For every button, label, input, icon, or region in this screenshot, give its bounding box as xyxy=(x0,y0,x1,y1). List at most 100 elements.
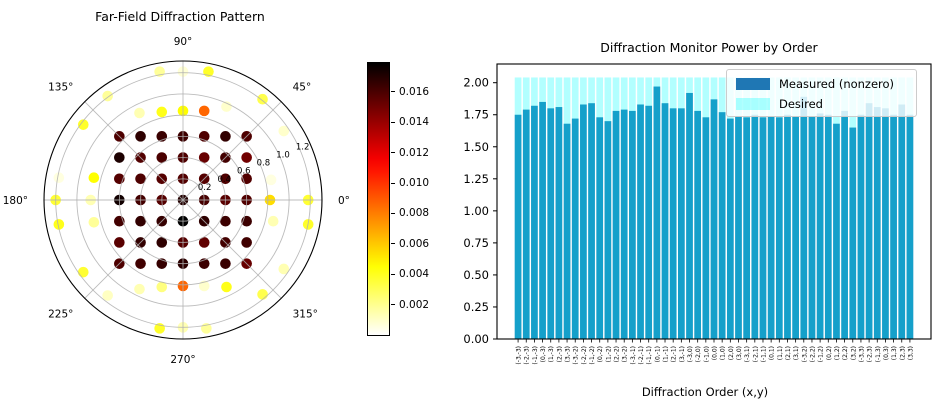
bar-xtick-label: (3,1) xyxy=(793,346,800,360)
bar-xtick-label: (3,-1) xyxy=(679,346,686,362)
bar-measured xyxy=(539,101,546,339)
polar-parasitic-dot xyxy=(77,266,89,278)
colorbar-tick xyxy=(391,91,395,93)
polar-parasitic-dot xyxy=(53,219,65,230)
bar-desired xyxy=(824,77,832,339)
polar-parasitic-dot xyxy=(198,105,210,117)
bar-xtick-label: (2,-2) xyxy=(614,346,621,362)
bar-xtick-label: (-3,2) xyxy=(801,346,808,362)
bar-ytick-label: 0.75 xyxy=(463,236,489,250)
bar-measured xyxy=(792,116,799,339)
bar-xtick-label: (0,-3) xyxy=(540,346,547,362)
bar-xtick-label: (0,-2) xyxy=(597,346,604,362)
bar-xtick-label: (0,-1) xyxy=(654,346,661,362)
bar-ytick-label: 1.75 xyxy=(463,108,489,122)
bar-ytick-label: 0.25 xyxy=(463,300,489,314)
bar-xtick-label: (3,-3) xyxy=(565,346,572,362)
bar-xtick-label: (-3,1) xyxy=(744,346,751,362)
bar-ytick-label: 1.50 xyxy=(463,140,489,154)
legend-swatch-measured xyxy=(736,77,770,90)
legend-swatch-desired xyxy=(736,97,770,110)
bar-desired xyxy=(702,77,710,339)
bar-measured xyxy=(808,116,816,339)
bar-measured xyxy=(604,121,612,340)
polar-order-dot xyxy=(220,215,231,227)
bar-measured xyxy=(833,123,840,339)
bar-xtick-label: (-2,1) xyxy=(752,346,759,362)
polar-theta-label: 180° xyxy=(3,195,28,207)
bar-xtick-label: (2,2) xyxy=(842,346,849,360)
polar-parasitic-dot xyxy=(134,107,145,119)
bar-ytick-label: 2.00 xyxy=(463,76,489,90)
bar-title: Diffraction Monitor Power by Order xyxy=(600,40,818,55)
bar-measured xyxy=(661,103,669,339)
polar-parasitic-dot xyxy=(77,119,89,130)
polar-outline xyxy=(43,60,323,340)
bar-measured xyxy=(906,114,914,339)
bar-measured xyxy=(890,114,897,339)
bar-measured xyxy=(784,114,791,339)
polar-grid-spoke xyxy=(182,101,282,201)
bar-desired xyxy=(743,77,750,339)
bar-ytick-label: 1.00 xyxy=(463,204,489,218)
bar-xtick-label: (-3,0) xyxy=(687,346,694,362)
bar-measured xyxy=(522,109,530,339)
bar-measured xyxy=(612,110,620,339)
bar-measured xyxy=(726,118,734,339)
polar-grid-spoke xyxy=(84,101,184,201)
bar-xtick-label: (2,-1) xyxy=(671,346,678,362)
bar-desired xyxy=(580,77,587,339)
bar-measured xyxy=(849,127,857,340)
bar-desired xyxy=(759,77,767,339)
bar-desired xyxy=(612,77,620,339)
bar-xtick-label: (0,1) xyxy=(769,346,776,360)
bar-desired xyxy=(882,77,889,339)
bar-xtick-label: (-1,1) xyxy=(760,346,767,362)
polar-title: Far-Field Diffraction Pattern xyxy=(95,9,265,24)
polar-parasitic-dot xyxy=(88,172,100,184)
bar-desired xyxy=(792,77,799,339)
bar-measured xyxy=(547,108,555,339)
bar-xtick-label: (3,0) xyxy=(736,346,743,360)
bar-desired xyxy=(718,77,726,339)
bar-desired xyxy=(669,77,677,339)
bar-desired xyxy=(710,77,718,339)
bar-measured xyxy=(645,105,653,339)
polar-parasitic-dot xyxy=(257,289,268,300)
bar-xtick-label: (-2,-3) xyxy=(524,346,531,365)
bar-measured xyxy=(531,105,538,339)
bar-desired xyxy=(694,77,702,339)
polar-r-label: 1.2 xyxy=(296,142,310,152)
bar-xtick-label: (1,0) xyxy=(720,346,727,360)
bar-desired xyxy=(898,77,906,339)
polar-parasitic-dot xyxy=(156,281,168,293)
bar-xtick-label: (-1,3) xyxy=(875,346,882,362)
bar-desired xyxy=(547,77,555,339)
polar-order-dot xyxy=(220,173,231,185)
bar-measured xyxy=(571,118,579,339)
bar-desired xyxy=(841,77,848,339)
bar-xtick-label: (-1,-2) xyxy=(589,346,596,365)
polar-parasitic-dot xyxy=(198,280,210,292)
bar-desired xyxy=(784,77,791,339)
bar-xtick-label: (-2,-2) xyxy=(581,346,588,365)
bar-desired xyxy=(604,77,612,339)
colorbar-tick xyxy=(391,304,395,306)
polar-grid-spoke xyxy=(182,199,282,299)
bar-xtick-label: (2,3) xyxy=(899,346,906,360)
bar-desired xyxy=(816,77,824,339)
bar-xtick-label: (1,-1) xyxy=(663,346,670,362)
bar-desired xyxy=(645,77,653,339)
bar-xtick-label: (0,2) xyxy=(826,346,833,360)
colorbar-tick xyxy=(391,212,395,214)
colorbar-tick-label: 0.008 xyxy=(399,207,430,220)
polar-plot: 0° 45° 90° 135° 180° 225° 270° 315° 0.2 0.4 0.6 0.8… xyxy=(3,36,350,366)
bar-measured xyxy=(898,104,906,339)
bar-desired xyxy=(873,77,881,339)
polar-theta-label: 45° xyxy=(293,81,312,93)
polar-theta-label: 315° xyxy=(293,309,318,321)
bar-desired xyxy=(637,77,644,339)
bar-desired xyxy=(620,77,628,339)
polar-order-dot xyxy=(156,237,168,248)
